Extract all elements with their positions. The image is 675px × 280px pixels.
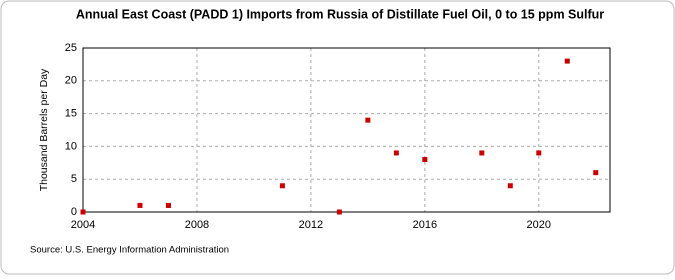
point [536,150,542,156]
y-tick-label: 5 [71,173,77,185]
x-tick-label: 2016 [413,219,437,231]
point [422,157,428,163]
point [80,209,86,215]
x-tick-label: 2020 [527,219,551,231]
point [393,150,399,156]
point [593,170,599,176]
point [336,209,342,215]
y-tick-label: 15 [65,108,77,120]
y-tick-label: 25 [65,42,77,54]
point [165,202,171,208]
point [279,183,285,189]
point [479,150,485,156]
y-tick-label: 0 [71,206,77,218]
point [137,202,143,208]
point [507,183,513,189]
y-tick-label: 20 [65,75,77,87]
y-tick-label: 10 [65,140,77,152]
point [564,58,570,64]
plot-border [82,47,611,213]
chart-title: Annual East Coast (PADD 1) Imports from … [76,7,604,21]
source-note: Source: U.S. Energy Information Administ… [30,245,229,256]
x-tick-label: 2012 [299,219,323,231]
y-axis-label: Thousand Barrels per Day [38,68,50,191]
x-tick-label: 2008 [185,219,209,231]
point [365,117,371,123]
x-tick-label: 2004 [71,219,95,231]
